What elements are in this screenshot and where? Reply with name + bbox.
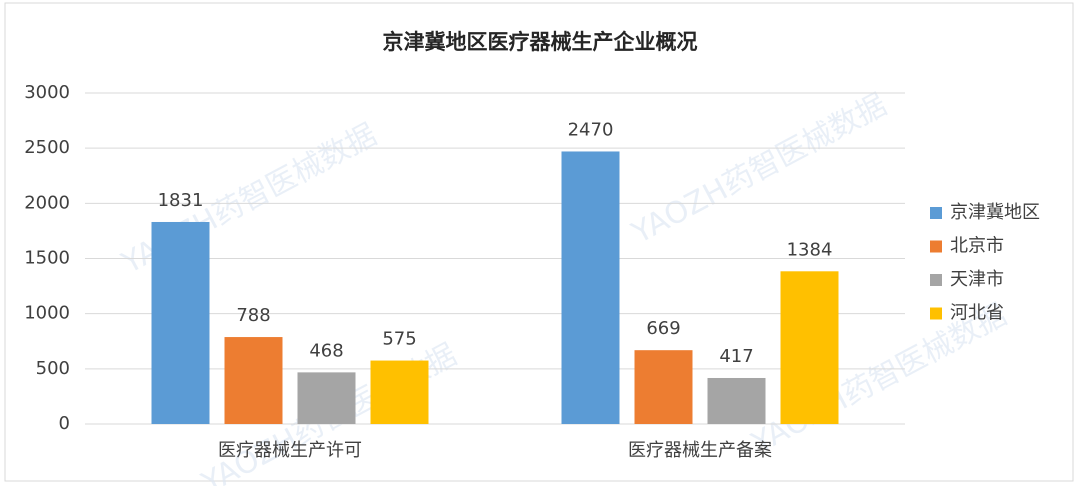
data-label: 1831	[158, 190, 204, 211]
bar	[297, 372, 356, 424]
data-label: 788	[236, 305, 270, 326]
legend-label: 京津冀地区	[950, 202, 1040, 223]
legend-swatch	[930, 307, 942, 320]
x-tick-label: 医疗器械生产备案	[628, 440, 772, 461]
data-label: 2470	[568, 119, 614, 140]
data-label: 417	[719, 346, 753, 367]
legend-label: 北京市	[950, 236, 1004, 257]
legend-label: 河北省	[950, 303, 1004, 324]
y-tick-label: 1000	[24, 303, 70, 324]
data-label: 575	[382, 329, 416, 350]
legend-swatch	[930, 207, 942, 219]
data-label: 1384	[787, 239, 833, 260]
data-label: 669	[646, 318, 680, 339]
bar	[780, 271, 839, 424]
y-tick-label: 0	[59, 413, 70, 434]
y-tick-label: 1500	[24, 248, 70, 269]
bar	[370, 360, 429, 424]
y-tick-label: 500	[36, 358, 70, 379]
legend-swatch	[930, 274, 942, 286]
x-tick-label: 医疗器械生产许可	[218, 440, 362, 461]
bar	[224, 337, 283, 424]
legend-swatch	[930, 240, 942, 253]
y-tick-label: 3000	[24, 82, 70, 103]
bar	[634, 350, 693, 424]
legend-label: 天津市	[950, 269, 1004, 290]
chart-title: 京津冀地区医疗器械生产企业概况	[383, 30, 698, 54]
data-label: 468	[309, 340, 343, 361]
bar	[151, 221, 210, 424]
bar	[561, 151, 620, 424]
y-tick-label: 2500	[24, 137, 70, 158]
bar	[707, 377, 766, 424]
y-tick-label: 2000	[24, 192, 70, 213]
